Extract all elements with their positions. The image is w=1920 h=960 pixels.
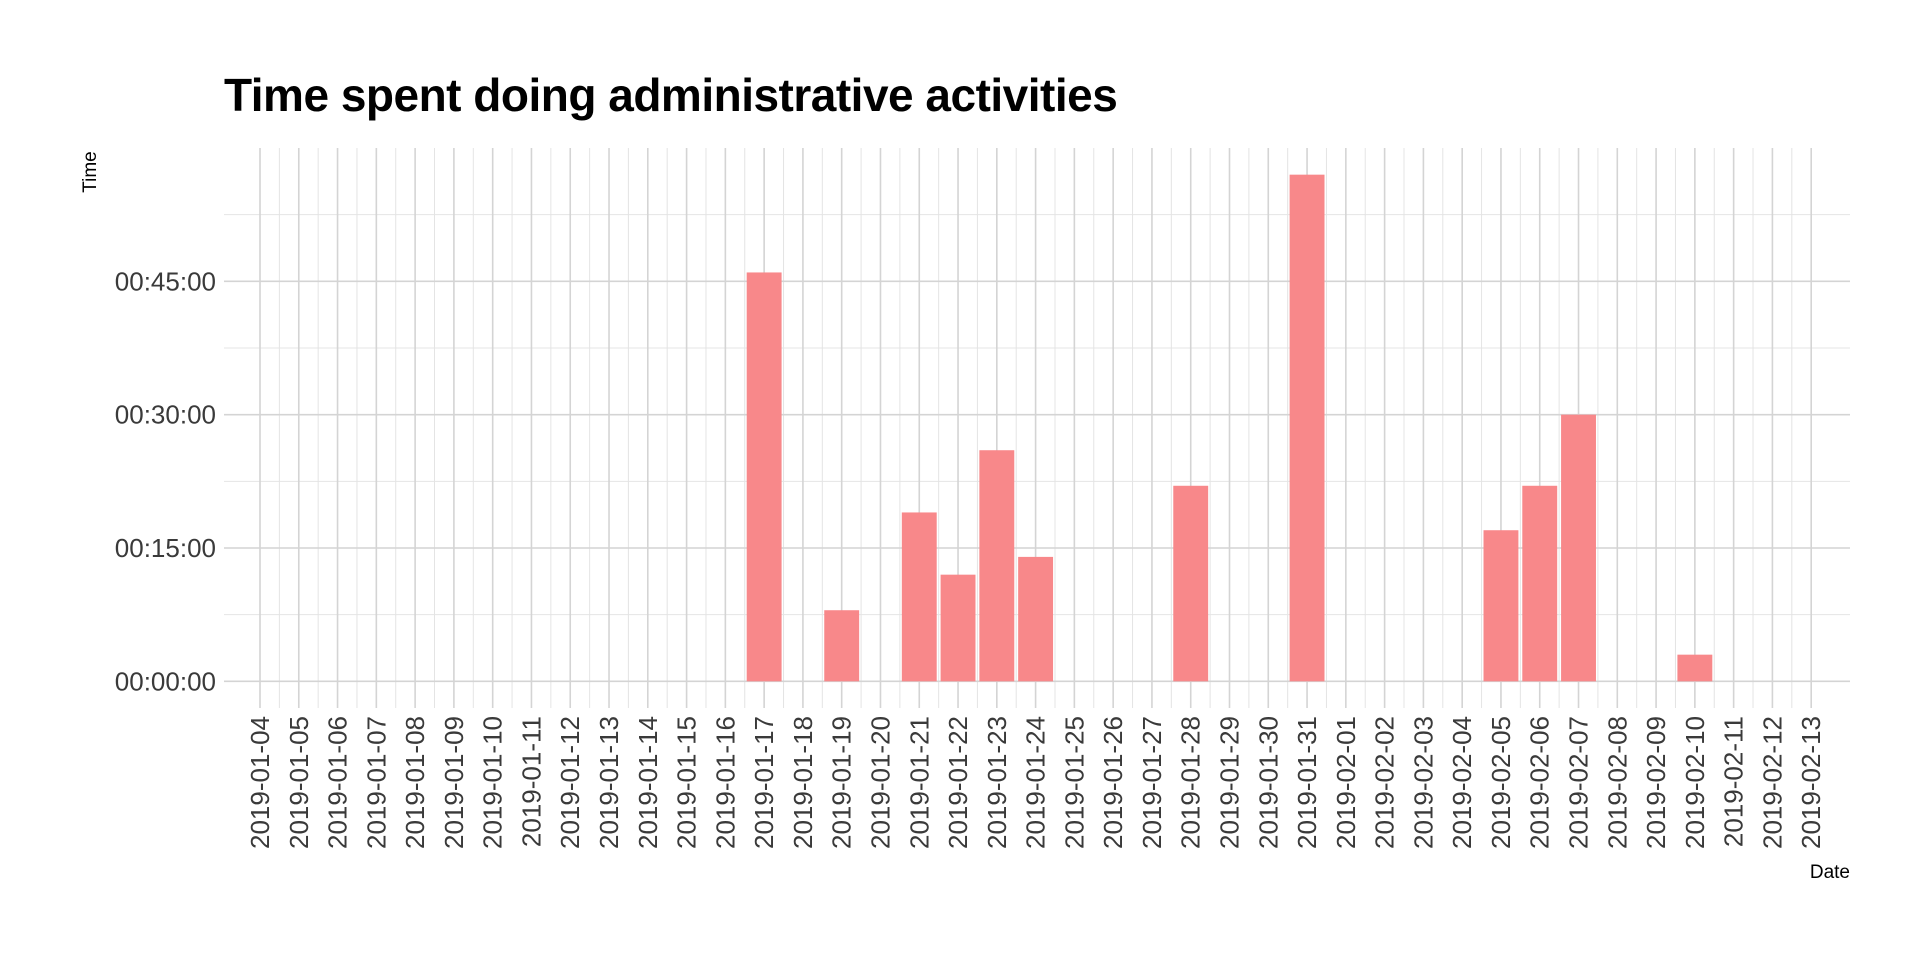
x-tick-label: 2019-01-08 (400, 716, 430, 849)
x-tick-label: 2019-02-11 (1719, 716, 1749, 847)
x-tick-label: 2019-01-15 (672, 716, 702, 849)
x-tick-label: 2019-02-09 (1641, 716, 1671, 849)
bar-2019-01-22 (940, 574, 976, 682)
bar-2019-01-17 (746, 272, 782, 682)
x-tick-label: 2019-01-25 (1059, 716, 1089, 849)
bar-2019-01-31 (1289, 174, 1325, 682)
bar-2019-01-21 (901, 512, 937, 682)
x-tick-label: 2019-02-06 (1525, 716, 1555, 849)
x-tick-label: 2019-01-30 (1253, 716, 1283, 849)
x-tick-label: 2019-01-10 (478, 716, 508, 849)
x-tick-label: 2019-01-07 (361, 716, 391, 849)
bar-2019-02-07 (1561, 414, 1596, 682)
chart-title: Time spent doing administrative activiti… (224, 69, 1118, 121)
bar-series (746, 174, 1713, 682)
y-tick-label: 00:45:00 (115, 266, 216, 296)
x-tick-label: 2019-01-13 (594, 716, 624, 849)
bar-2019-01-28 (1173, 485, 1209, 682)
x-tick-label: 2019-01-09 (439, 716, 469, 849)
x-tick-label: 2019-01-19 (827, 716, 857, 849)
x-tick-label: 2019-01-24 (1021, 716, 1051, 849)
x-tick-label: 2019-01-06 (323, 716, 353, 849)
x-tick-label: 2019-01-12 (555, 716, 585, 849)
x-tick-label: 2019-01-28 (1176, 716, 1206, 849)
x-axis-title: Date (1810, 862, 1850, 883)
x-tick-label: 2019-02-10 (1680, 716, 1710, 849)
x-tick-label: 2019-01-29 (1215, 716, 1245, 849)
x-tick-label: 2019-01-17 (749, 716, 779, 849)
bar-2019-02-06 (1522, 485, 1558, 682)
x-tick-label: 2019-01-21 (904, 716, 934, 849)
y-tick-label: 00:30:00 (115, 400, 216, 430)
x-tick-label: 2019-02-02 (1370, 716, 1400, 849)
x-tick-label: 2019-01-31 (1292, 716, 1322, 849)
bar-2019-01-19 (824, 610, 860, 682)
bar-2019-01-24 (1018, 556, 1054, 682)
x-tick-label: 2019-01-16 (710, 716, 740, 849)
bar-2019-02-10 (1677, 654, 1713, 682)
x-tick-label: 2019-02-05 (1486, 716, 1516, 849)
x-tick-label: 2019-02-03 (1408, 716, 1438, 849)
x-tick-label: 2019-01-18 (788, 716, 818, 849)
bar-2019-02-05 (1483, 530, 1519, 682)
x-tick-label: 2019-02-04 (1447, 716, 1477, 849)
y-axis-title: Time (80, 151, 101, 193)
x-tick-label: 2019-01-23 (982, 716, 1012, 849)
x-tick-label: 2019-01-26 (1098, 716, 1128, 849)
x-axis-tick-labels: 2019-01-04 2019-01-05 2019-01-06 2019-01-07… (245, 716, 1826, 849)
x-tick-label: 2019-01-22 (943, 716, 973, 849)
x-tick-label: 2019-01-05 (284, 716, 314, 849)
x-tick-label: 2019-01-14 (633, 716, 663, 849)
x-tick-label: 2019-01-20 (865, 716, 895, 849)
x-tick-label: 2019-02-08 (1602, 716, 1632, 849)
x-tick-label: 2019-01-11 (516, 716, 546, 847)
bar-2019-01-23 (979, 450, 1015, 682)
x-tick-label: 2019-02-12 (1757, 716, 1787, 849)
x-tick-label: 2019-02-01 (1331, 716, 1361, 849)
x-tick-label: 2019-01-27 (1137, 716, 1167, 849)
x-tick-label: 2019-01-04 (245, 716, 275, 849)
x-tick-label: 2019-02-13 (1796, 716, 1826, 849)
y-tick-label: 00:15:00 (115, 533, 216, 563)
x-tick-label: 2019-02-07 (1564, 716, 1594, 849)
y-tick-label: 00:00:00 (115, 666, 216, 696)
y-axis-tick-labels: 00:00:00 00:15:00 00:30:00 00:45:00 (115, 266, 216, 696)
